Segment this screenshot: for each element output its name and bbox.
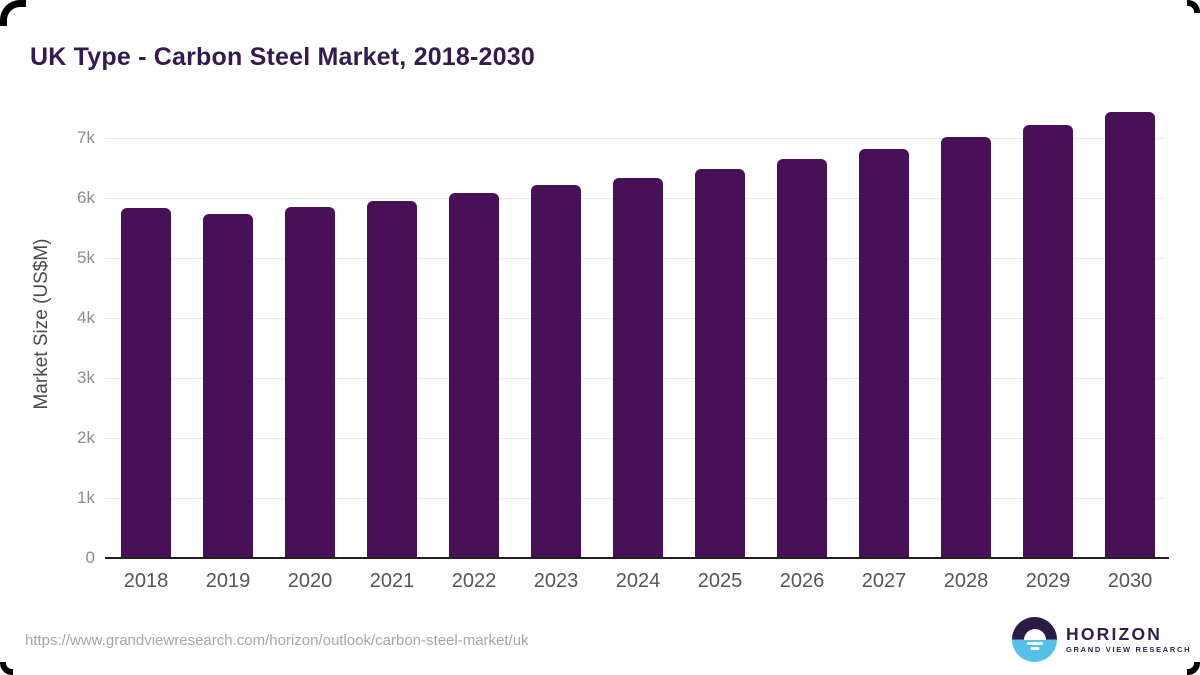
- x-tick-label: 2020: [287, 570, 333, 592]
- x-tick-label: 2027: [861, 570, 907, 592]
- bar-2025: [695, 169, 745, 558]
- sun-reflection-line: [1026, 642, 1043, 645]
- corner-mark-bottom-left: [0, 662, 13, 675]
- y-tick-label: 3k: [77, 368, 95, 387]
- sun-reflection-line: [1030, 647, 1039, 650]
- bar-2024: [613, 178, 663, 558]
- source-url: https://www.grandviewresearch.com/horizo…: [25, 632, 529, 649]
- bar-2029: [1023, 125, 1073, 558]
- sun-shape: [1023, 628, 1046, 640]
- corner-mark-bottom-right: [1187, 662, 1200, 675]
- x-axis-line: [105, 557, 1169, 559]
- bar-2026: [777, 159, 827, 558]
- bar-2019: [203, 214, 253, 558]
- horizon-sun-icon: [1012, 617, 1057, 662]
- y-tick-label: 6k: [77, 188, 95, 207]
- x-tick-label: 2019: [205, 570, 251, 592]
- x-tick-label: 2018: [123, 570, 169, 592]
- bar-2021: [367, 201, 417, 558]
- y-tick-label: 0: [85, 548, 95, 567]
- logo-text: HORIZON GRAND VIEW RESEARCH: [1066, 623, 1192, 654]
- logo-title: HORIZON: [1066, 623, 1163, 644]
- bar-2028: [941, 137, 991, 558]
- x-tick-label: 2030: [1107, 570, 1153, 592]
- y-tick-label: 4k: [77, 308, 95, 327]
- bar-2018: [121, 208, 171, 558]
- x-tick-label: 2021: [369, 570, 415, 592]
- x-tick-label: 2029: [1025, 570, 1071, 592]
- chart-title: UK Type - Carbon Steel Market, 2018-2030: [30, 42, 535, 71]
- gridline: [105, 138, 1165, 139]
- bar-2030: [1105, 112, 1155, 558]
- logo-subtitle: GRAND VIEW RESEARCH: [1066, 645, 1192, 654]
- x-tick-label: 2025: [697, 570, 743, 592]
- x-tick-label: 2023: [533, 570, 579, 592]
- y-tick-label: 1k: [77, 488, 95, 507]
- bar-2022: [449, 193, 499, 558]
- horizon-logo: HORIZON GRAND VIEW RESEARCH: [1012, 617, 1191, 662]
- x-tick-label: 2028: [943, 570, 989, 592]
- plot-area: [105, 98, 1169, 559]
- bar-2023: [531, 185, 581, 558]
- corner-mark-top-left: [0, 0, 26, 26]
- x-tick-label: 2024: [615, 570, 661, 592]
- x-tick-label: 2022: [451, 570, 497, 592]
- x-tick-label: 2026: [779, 570, 825, 592]
- bar-2027: [859, 149, 909, 558]
- y-tick-label: 5k: [77, 248, 95, 267]
- y-tick-label: 2k: [77, 428, 95, 447]
- bar-2020: [285, 207, 335, 558]
- corner-mark-top-right: [1187, 0, 1200, 13]
- y-tick-label: 7k: [77, 128, 95, 147]
